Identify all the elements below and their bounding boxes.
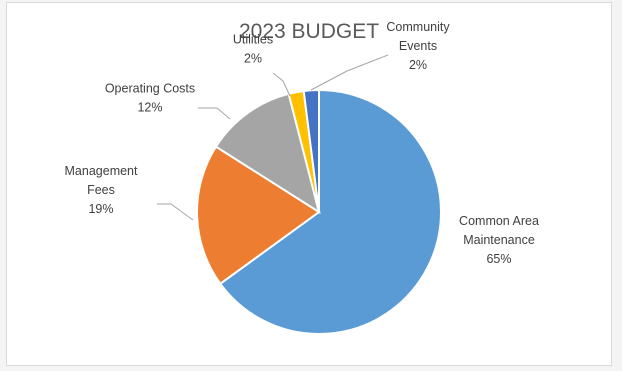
data-label-category: Utilities [233,33,273,47]
leader-line [198,107,231,120]
data-label-category: Operating Costs [105,82,195,96]
data-label: Operating Costs 12% [105,82,195,115]
data-labels: Common Area Maintenance 65% Management Fees 1… [65,20,539,266]
leader-line [272,72,291,97]
data-label-category: Maintenance [463,233,535,247]
data-label: Management Fees 19% [65,164,138,216]
data-label-category: Community [386,20,450,34]
data-label-value: 19% [88,202,113,216]
leader-line [310,54,389,91]
data-label: Utilities 2% [233,33,273,66]
leader-line [157,203,194,221]
data-label-category: Common Area [459,214,539,228]
pie-slice-common-area-maintenance [218,88,442,335]
pie-slices [196,88,442,335]
data-label: Common Area Maintenance 65% [459,214,539,266]
pie-chart: 2023 BUDGET Common Area Maintenance 65% Man… [65,20,539,335]
data-label: Community Events 2% [386,20,450,72]
data-label-category: Events [399,39,437,53]
leader-lines [157,54,389,221]
data-label-value: 2% [244,52,262,66]
pie-slice-operating-costs [214,92,321,215]
chart-area: 2023 BUDGET Common Area Maintenance 65% Man… [6,2,612,366]
data-label-value: 2% [409,58,427,72]
chart-title: 2023 BUDGET [239,20,379,43]
pie-slice-management-fees [196,145,321,286]
data-label-value: 12% [137,101,162,115]
data-label-value: 65% [486,252,511,266]
data-label-category: Management [65,164,138,178]
data-label-category: Fees [87,183,115,197]
